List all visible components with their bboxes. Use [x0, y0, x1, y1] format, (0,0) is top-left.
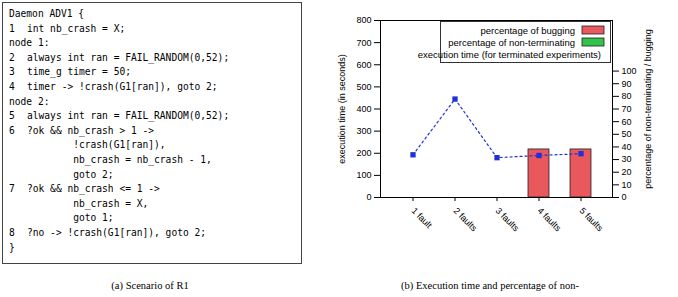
- svg-text:10: 10: [622, 180, 632, 190]
- svg-text:70: 70: [622, 104, 632, 114]
- html-text:1: 1: [9, 22, 15, 34]
- svg-text:80: 80: [622, 91, 632, 101]
- html-text:?ok && nb_crash > 1 ->: ?ok && nb_crash > 1 ->: [27, 124, 155, 136]
- svg-text:300: 300: [356, 126, 371, 136]
- svg-text:700: 700: [356, 38, 371, 48]
- html-text:nb_crash = X,: nb_crash = X,: [27, 197, 149, 209]
- html-text:5: 5: [9, 110, 15, 122]
- svg-text:200: 200: [356, 148, 371, 158]
- html-text:nb_crash = nb_crash - 1,: nb_crash = nb_crash - 1,: [27, 153, 212, 165]
- html-text:6: 6: [9, 124, 15, 136]
- html-text:(a) Scenario of R1: (a) Scenario of R1: [111, 280, 189, 291]
- svg-text:60: 60: [622, 117, 632, 127]
- svg-text:0: 0: [622, 192, 627, 202]
- html-text:always int ran = FAIL_RANDOM(0: always int ran = FAIL_RANDOM(0,52);: [27, 51, 230, 63]
- html-text:always int ran = FAIL_RANDOM(0: always int ran = FAIL_RANDOM(0,52);: [27, 110, 230, 122]
- html-text:timer -> !crash(G1[ran]), goto: timer -> !crash(G1[ran]), goto 2;: [27, 81, 218, 92]
- svg-text:100: 100: [622, 66, 637, 76]
- html-text:goto 1;: goto 1;: [27, 212, 114, 224]
- html-text:percentage of non-terminating: percentage of non-terminating: [448, 36, 575, 48]
- svg-text:3 faults: 3 faults: [494, 206, 522, 234]
- svg-text:500: 500: [356, 82, 371, 92]
- html-text:node 1:: node 1:: [9, 37, 50, 49]
- svg-text:5 faults: 5 faults: [578, 206, 606, 234]
- html-text:?no -> !crash(G1[ran]), goto 2: ?no -> !crash(G1[ran]), goto 2;: [27, 226, 207, 238]
- svg-text:2 faults: 2 faults: [452, 206, 480, 234]
- svg-text:400: 400: [356, 104, 371, 114]
- html-text:node 2:: node 2:: [9, 95, 50, 107]
- html-text:2: 2: [9, 51, 15, 63]
- svg-text:30: 30: [622, 154, 632, 164]
- svg-text:90: 90: [622, 79, 632, 89]
- svg-text:20: 20: [622, 167, 632, 177]
- svg-text:800: 800: [356, 15, 371, 25]
- html-text:!crash(G1[ran]),: !crash(G1[ran]),: [27, 139, 166, 151]
- svg-text:100: 100: [356, 170, 371, 180]
- svg-text:execution time (in seconds): execution time (in seconds): [337, 54, 347, 164]
- svg-text:percentage of non-terminating: percentage of non-terminating / bugging: [643, 29, 653, 189]
- svg-text:0: 0: [366, 192, 371, 202]
- svg-text:40: 40: [622, 142, 632, 152]
- html-text:goto 2;: goto 2;: [27, 168, 114, 180]
- html-text:?ok && nb_crash <= 1 ->: ?ok && nb_crash <= 1 ->: [27, 183, 160, 195]
- html-text:Daemon ADV1 {: Daemon ADV1 {: [9, 8, 85, 19]
- html-text:7: 7: [9, 183, 15, 195]
- svg-text:600: 600: [356, 60, 371, 70]
- html-text:4: 4: [9, 81, 15, 92]
- html-text:int nb_crash = X;: int nb_crash = X;: [27, 22, 126, 34]
- svg-text:4 faults: 4 faults: [536, 206, 564, 234]
- html-text:3: 3: [9, 66, 15, 78]
- html-text:8: 8: [9, 226, 15, 238]
- html-text:execution time (for terminated: execution time (for terminated experimen…: [417, 48, 601, 60]
- svg-text:50: 50: [622, 129, 632, 139]
- html-text:percentage of bugging: percentage of bugging: [480, 24, 575, 36]
- html-text:(b) Execution time and percent: (b) Execution time and percentage of non…: [401, 280, 579, 291]
- html-text:time_g timer = 50;: time_g timer = 50;: [27, 66, 131, 78]
- svg-text:1 fault: 1 fault: [410, 206, 435, 231]
